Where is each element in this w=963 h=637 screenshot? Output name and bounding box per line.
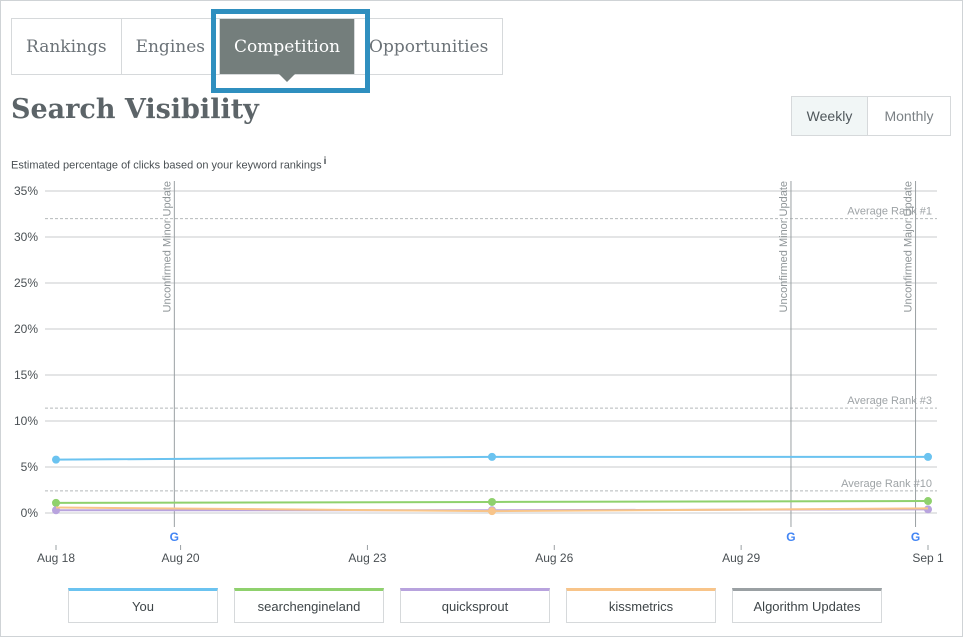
legend-item[interactable]: quicksprout: [400, 588, 550, 623]
x-tick-label: Aug 26: [535, 551, 573, 565]
y-tick-label: 5%: [21, 460, 39, 474]
tab-rankings[interactable]: Rankings: [12, 19, 122, 74]
tab-engines[interactable]: Engines: [122, 19, 220, 74]
x-tick-label: Aug 29: [722, 551, 760, 565]
x-tick-label: Sep 1: [912, 551, 944, 565]
subtitle-text: Estimated percentage of clicks based on …: [11, 159, 322, 172]
y-tick-label: 20%: [14, 322, 38, 336]
monthly-button[interactable]: Monthly: [884, 108, 934, 124]
data-point[interactable]: [52, 498, 60, 507]
y-tick-label: 25%: [14, 276, 38, 290]
google-icon[interactable]: G: [786, 530, 795, 544]
page-title: Search Visibility: [11, 94, 259, 125]
y-tick-label: 15%: [14, 368, 38, 382]
algorithm-update-label: Unconfirmed Minor Update: [161, 181, 173, 312]
chart-legend: You searchengineland quicksprout kissmetric…: [68, 588, 882, 623]
y-tick-label: 35%: [14, 184, 38, 198]
y-tick-label: 0%: [21, 506, 39, 520]
algorithm-update-label: Unconfirmed Minor Update: [778, 181, 790, 312]
y-tick-label: 10%: [14, 414, 38, 428]
data-point[interactable]: [488, 452, 496, 461]
x-tick-label: Aug 20: [162, 551, 200, 565]
tab-competition[interactable]: Competition: [220, 19, 356, 82]
x-tick-label: Aug 23: [348, 551, 386, 565]
legend-item[interactable]: kissmetrics: [566, 588, 716, 623]
data-point[interactable]: [924, 452, 932, 461]
tab-opportunities[interactable]: Opportunities: [369, 36, 489, 57]
average-rank-label: Average Rank #3: [847, 395, 932, 407]
legend-item[interactable]: Algorithm Updates: [732, 588, 882, 623]
google-icon[interactable]: G: [170, 530, 179, 544]
data-point[interactable]: [488, 507, 496, 516]
info-icon[interactable]: i: [323, 156, 327, 167]
tab-bar: Rankings Engines Competition Opportuniti…: [11, 18, 504, 82]
legend-item[interactable]: You: [68, 588, 218, 623]
google-icon[interactable]: G: [911, 530, 920, 544]
average-rank-label: Average Rank #1: [847, 206, 932, 218]
visibility-chart: 0% 5% 10% 15% 20% 25% 30% 35% Average Rank #1 Ave…: [14, 181, 944, 565]
data-point[interactable]: [924, 497, 932, 506]
x-tick-label: Aug 18: [37, 551, 75, 565]
legend-item[interactable]: searchengineland: [234, 588, 384, 623]
average-rank-label: Average Rank #10: [841, 478, 932, 490]
period-toggle: Weekly Monthly: [791, 96, 951, 136]
chart-subtitle: Estimated percentage of clicks based on …: [11, 156, 326, 172]
weekly-button[interactable]: Weekly: [792, 97, 868, 135]
algorithm-update-label: Unconfirmed Major Update: [903, 181, 915, 312]
y-tick-label: 30%: [14, 230, 38, 244]
data-point[interactable]: [488, 497, 496, 506]
data-point[interactable]: [52, 455, 60, 464]
